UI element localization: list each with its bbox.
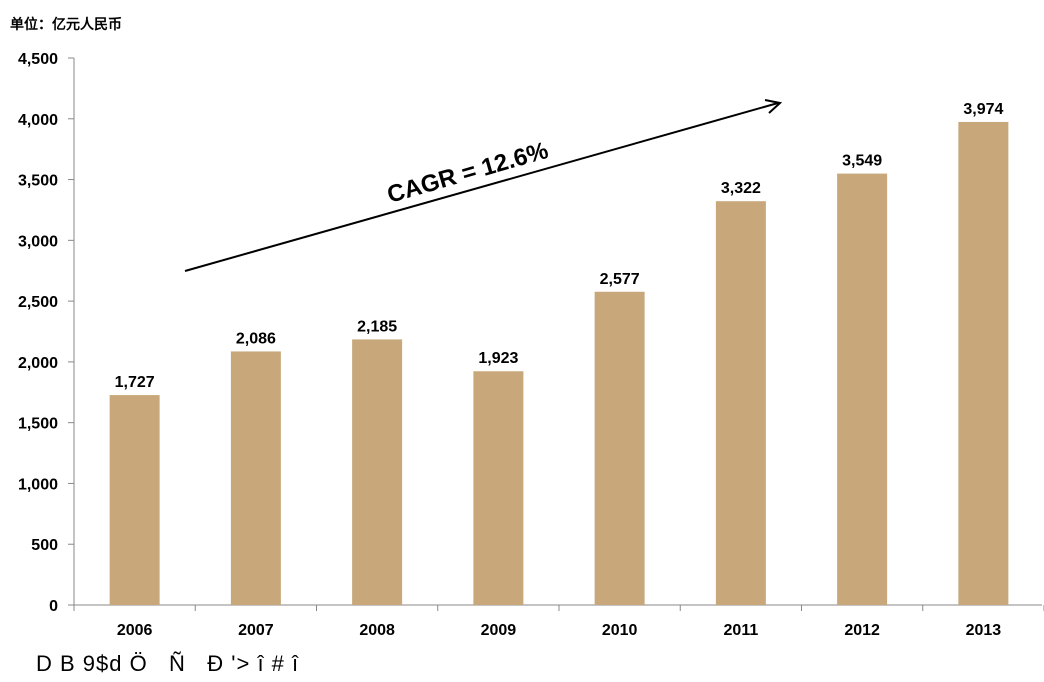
data-label: 3,322 [721, 180, 761, 197]
y-tick-label: 4,500 [18, 51, 58, 68]
cagr-arrowhead [764, 99, 783, 114]
data-label: 3,549 [842, 153, 882, 170]
y-tick-label: 500 [31, 537, 58, 554]
data-label: 2,086 [236, 330, 276, 347]
y-tick-label: 4,000 [18, 112, 58, 129]
y-tick-label: 2,500 [18, 294, 58, 311]
y-tick-label: 2,000 [18, 355, 58, 372]
y-tick-label: 3,000 [18, 233, 58, 250]
y-tick-label: 0 [49, 598, 58, 615]
category-label: 2010 [602, 622, 638, 639]
cagr-arrow [184, 102, 779, 272]
cagr-annotation: CAGR = 12.6% [184, 99, 783, 272]
footer-text: D B 9$d Ö Ñ Đ '> î # î [36, 651, 300, 676]
category-label: 2007 [238, 622, 274, 639]
chart-axes: 0 500 1,000 1,500 2,000 2,500 3,000 3,500 4,000 4… [18, 51, 1044, 615]
bar [715, 201, 766, 605]
bar [473, 371, 524, 605]
bar [230, 351, 281, 605]
y-tick-label: 3,500 [18, 173, 58, 190]
category-label: 2011 [724, 622, 759, 639]
category-label: 2006 [117, 622, 153, 639]
data-label: 3,974 [963, 101, 1003, 118]
bar [352, 339, 403, 605]
chart-bars [109, 121, 1009, 605]
data-label: 2,185 [357, 318, 397, 335]
y-tick-label: 1,000 [18, 476, 58, 493]
bar [958, 121, 1009, 605]
bar [109, 395, 160, 605]
y-tick-label: 1,500 [18, 416, 58, 433]
bar-chart: 0 500 1,000 1,500 2,000 2,500 3,000 3,500 4,000 4… [18, 51, 1044, 639]
category-label: 2009 [481, 622, 517, 639]
data-label: 1,727 [115, 374, 155, 391]
cagr-label: CAGR = 12.6% [384, 137, 551, 209]
chart-labels: 1,727 2006 2,086 2007 2,185 2008 1,923 2009 2,57… [115, 101, 1004, 639]
bar [594, 291, 645, 605]
category-label: 2013 [966, 622, 1002, 639]
unit-label: 单位：亿元人民币 [10, 17, 122, 33]
data-label: 2,577 [600, 271, 640, 288]
category-label: 2012 [844, 622, 880, 639]
data-label: 1,923 [478, 350, 518, 367]
category-label: 2008 [359, 622, 395, 639]
bar [837, 173, 888, 605]
